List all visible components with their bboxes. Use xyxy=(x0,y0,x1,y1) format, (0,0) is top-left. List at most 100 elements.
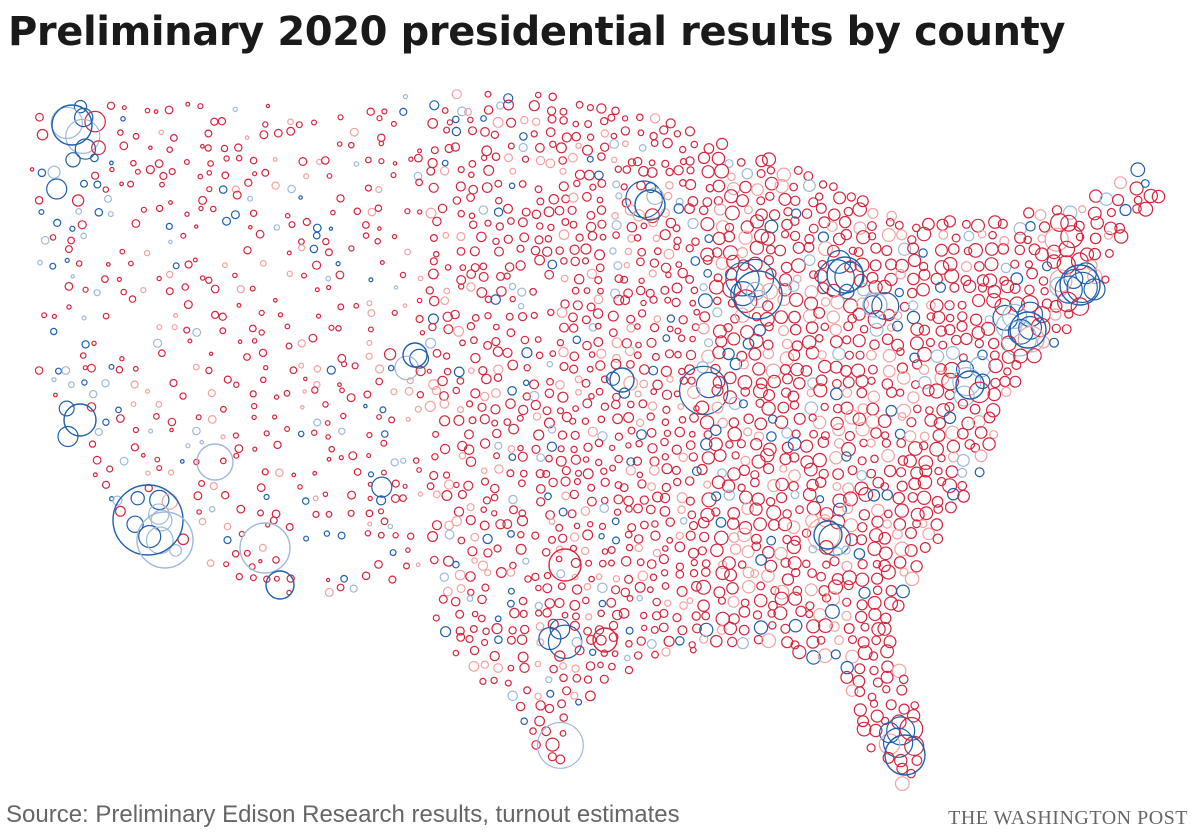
county-bubble-rep xyxy=(932,533,944,545)
county-bubble-rep xyxy=(419,330,426,336)
county-bubble-rep xyxy=(741,545,755,559)
county-bubble-rep xyxy=(223,522,232,531)
county-bubble-rep xyxy=(753,517,767,532)
county-bubble-rep xyxy=(467,588,475,597)
county-bubble-rep xyxy=(636,257,645,267)
county-bubble-rep xyxy=(860,622,870,632)
county-bubble-rep xyxy=(880,716,890,726)
county-bubble-rep xyxy=(977,229,987,239)
county-bubble-rep xyxy=(817,436,830,448)
county-bubble-rep xyxy=(132,132,140,140)
county-bubble-rep xyxy=(390,388,398,396)
county-bubble-rep xyxy=(1009,375,1022,388)
county-bubble-dem xyxy=(572,335,582,345)
county-bubble-rep xyxy=(516,414,524,422)
county-bubble-dem xyxy=(738,399,749,409)
county-bubble-dem xyxy=(508,453,517,462)
county-bubble-rep xyxy=(635,285,646,296)
county-bubble-rep xyxy=(392,161,398,166)
county-bubble-rep xyxy=(1051,323,1062,334)
county-bubble-rep xyxy=(1000,279,1015,294)
county-bubble-rep xyxy=(459,264,467,272)
county-bubble-rep xyxy=(649,573,658,582)
county-bubble-rep xyxy=(639,379,649,389)
county-bubble-rep xyxy=(795,605,807,618)
county-bubble-dem xyxy=(425,337,437,349)
county-bubble-rep xyxy=(1044,227,1069,252)
county-bubble-rep xyxy=(743,413,754,425)
county-bubble-rep xyxy=(779,364,791,376)
county-bubble-rep xyxy=(571,584,583,595)
county-bubble-dem xyxy=(753,323,766,337)
county-bubble-rep xyxy=(298,244,306,252)
county-bubble-rep xyxy=(883,509,893,519)
county-bubble-rep xyxy=(856,715,869,728)
county-bubble-rep xyxy=(932,310,946,325)
county-bubble-rep xyxy=(918,268,931,281)
county-bubble-rep xyxy=(234,143,243,152)
county-bubble-rep xyxy=(893,556,907,569)
county-bubble-rep xyxy=(516,634,528,645)
county-bubble-rep xyxy=(336,194,345,203)
county-bubble-rep xyxy=(529,727,537,735)
county-bubble-rep xyxy=(789,400,800,410)
county-bubble-rep xyxy=(534,235,544,245)
county-bubble-rep xyxy=(690,286,699,295)
county-bubble-rep xyxy=(532,117,541,127)
county-bubble-rep xyxy=(283,389,291,397)
county-bubble-rep xyxy=(778,273,793,287)
county-bubble-rep xyxy=(649,131,658,141)
county-bubble-rep xyxy=(337,114,344,121)
county-bubble-rep xyxy=(752,383,768,399)
county-bubble-dem xyxy=(149,489,170,511)
county-bubble-rep xyxy=(573,478,582,486)
county-bubble-rep xyxy=(671,444,683,455)
county-bubble-dem xyxy=(309,244,319,254)
county-bubble-rep xyxy=(893,310,903,321)
county-bubble-rep xyxy=(623,262,631,269)
county-bubble-rep xyxy=(916,490,932,505)
county-bubble-rep xyxy=(255,229,265,239)
county-bubble-dem xyxy=(906,310,921,325)
county-bubble-rep xyxy=(677,267,688,279)
county-bubble-rep xyxy=(673,477,682,487)
county-bubble-rep xyxy=(773,606,788,621)
county-bubble-rep xyxy=(569,364,579,374)
county-bubble-rep xyxy=(582,456,590,463)
county-bubble-rep xyxy=(443,555,455,567)
county-bubble-rep xyxy=(366,453,372,459)
county-bubble-rep xyxy=(443,479,455,490)
county-bubble-rep xyxy=(774,310,789,325)
county-bubble-rep xyxy=(882,308,896,322)
county-bubble-dem xyxy=(558,507,568,517)
county-bubble-rep xyxy=(592,308,604,319)
county-bubble-rep xyxy=(554,650,566,662)
county-bubble-rep xyxy=(1040,287,1049,296)
county-bubble-rep xyxy=(444,264,452,271)
county-bubble-rep xyxy=(956,427,969,440)
county-bubble-rep xyxy=(881,438,892,448)
county-bubble-rep xyxy=(495,222,504,231)
county-bubble-rep xyxy=(688,452,699,462)
county-bubble-rep xyxy=(640,222,648,230)
county-bubble-rep xyxy=(121,105,127,111)
county-bubble-rep xyxy=(556,307,568,318)
county-bubble-rep xyxy=(611,337,623,349)
county-bubble-dem xyxy=(493,207,504,217)
county-bubble-rep xyxy=(1049,213,1069,232)
county-bubble-rep xyxy=(597,661,604,669)
county-bubble-rep xyxy=(866,438,876,448)
county-bubble-rep xyxy=(882,751,895,764)
county-bubble-rep xyxy=(819,507,834,521)
county-bubble-rep xyxy=(546,106,557,116)
county-bubble-rep xyxy=(583,287,591,295)
county-bubble-rep xyxy=(988,337,1000,350)
county-bubble-dem xyxy=(148,428,154,434)
county-bubble-rep xyxy=(231,549,240,558)
county-bubble-rep xyxy=(531,740,541,750)
county-bubble-rep xyxy=(468,661,480,672)
county-bubble-rep xyxy=(1038,221,1051,233)
county-bubble-rep xyxy=(572,120,580,128)
county-bubble-rep xyxy=(752,610,763,620)
county-bubble-rep xyxy=(503,418,512,427)
